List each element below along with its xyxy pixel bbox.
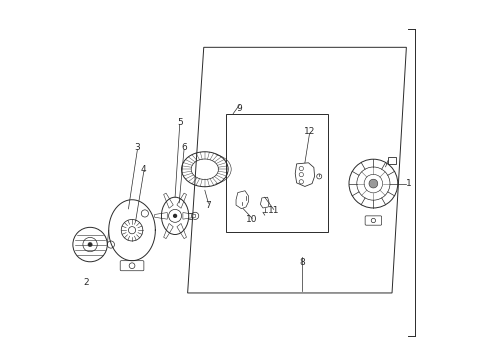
Text: 2: 2 [84, 278, 89, 287]
Text: 10: 10 [246, 215, 258, 224]
Text: 9: 9 [237, 104, 243, 113]
Text: 4: 4 [141, 165, 147, 174]
Text: 8: 8 [299, 258, 305, 267]
Text: 12: 12 [304, 127, 315, 136]
Text: 3: 3 [135, 143, 140, 152]
Text: 7: 7 [205, 201, 211, 210]
Text: 1: 1 [406, 179, 412, 188]
Text: 11: 11 [268, 206, 279, 215]
Bar [226, 114, 328, 232]
Text: 6: 6 [181, 143, 187, 152]
Circle shape [88, 242, 92, 247]
Text: 5: 5 [177, 118, 183, 127]
Circle shape [369, 179, 378, 188]
Circle shape [173, 214, 177, 218]
